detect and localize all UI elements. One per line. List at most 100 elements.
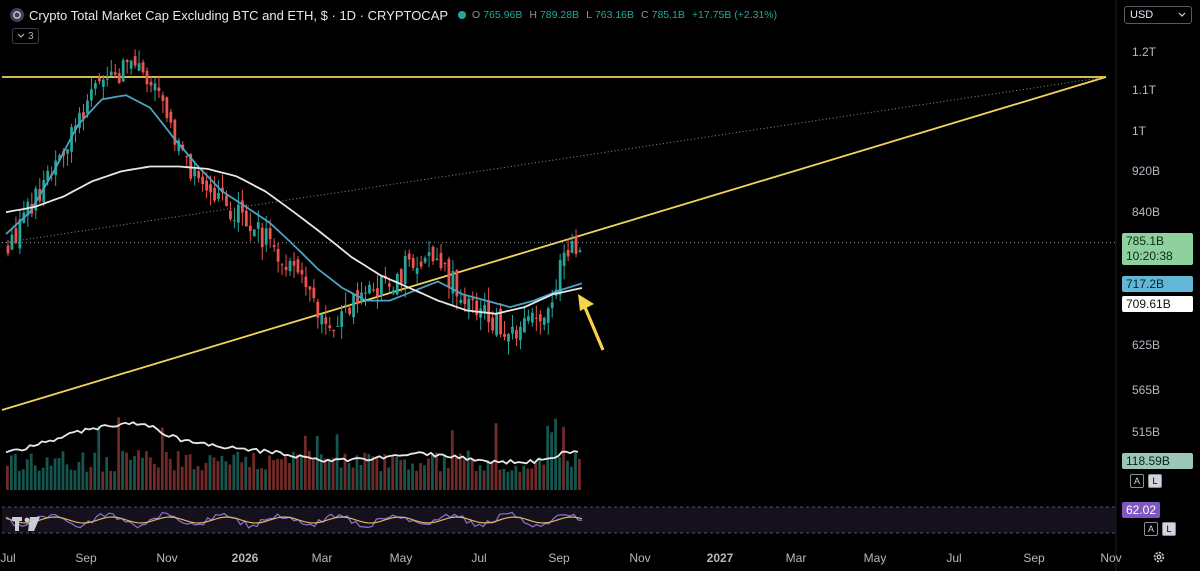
- candle-body: [145, 70, 149, 85]
- currency-select[interactable]: USD: [1124, 6, 1192, 24]
- volume-bar: [303, 435, 307, 490]
- volume-bar: [458, 453, 462, 490]
- volume-bar: [474, 470, 478, 490]
- candle-body: [507, 333, 510, 342]
- ohlc-high-value: 789.28B: [539, 9, 580, 21]
- candle-body: [296, 259, 300, 273]
- candle-body: [6, 245, 10, 254]
- last-price-tag: 785.1B 10:20:38: [1122, 233, 1193, 265]
- indicators-count: 3: [28, 30, 34, 42]
- volume-bar: [542, 464, 546, 490]
- candle-body: [42, 180, 46, 202]
- volume-bar: [256, 469, 260, 490]
- volume-bar: [196, 466, 200, 490]
- volume-bar: [498, 469, 502, 490]
- rising-support-line: [1, 76, 1107, 411]
- volume-bar: [156, 467, 160, 490]
- volume-bar: [17, 470, 21, 490]
- volume-bar: [383, 454, 387, 490]
- candle-body: [423, 257, 427, 263]
- volume-moving-average: [5, 421, 579, 465]
- volume-bar: [299, 456, 303, 490]
- candle-body: [248, 225, 252, 232]
- volume-bar: [347, 463, 351, 490]
- chart-header: Crypto Total Market Cap Excluding BTC an…: [10, 6, 781, 24]
- candle-body: [487, 300, 491, 323]
- volume-bar: [160, 427, 164, 490]
- volume-bar: [566, 460, 569, 490]
- indicators-toggle[interactable]: 3: [12, 28, 39, 44]
- rsi-log-scale-button[interactable]: L: [1162, 522, 1176, 536]
- candle-body: [300, 270, 304, 275]
- volume-bar: [264, 469, 267, 490]
- volume-bar: [490, 461, 494, 490]
- moving-averages: [5, 94, 583, 315]
- candle-body: [125, 60, 129, 63]
- candle-body: [308, 286, 312, 290]
- candle-body: [526, 316, 530, 321]
- candle-body: [165, 97, 169, 118]
- volume-bar: [276, 458, 279, 490]
- cryptocap-logo-icon: [10, 8, 24, 22]
- volume-bar: [331, 457, 335, 490]
- volume-bar: [236, 451, 240, 490]
- candle-body: [463, 295, 467, 305]
- candle-body: [471, 298, 475, 300]
- candle-body: [78, 112, 81, 128]
- candle-body: [562, 252, 566, 266]
- candle-body: [523, 318, 526, 333]
- volume-bar: [21, 469, 25, 490]
- candle-body: [66, 149, 69, 154]
- volume-bar: [494, 423, 498, 490]
- volume-bar: [407, 469, 410, 490]
- candle-body: [252, 229, 256, 237]
- candle-body: [403, 255, 407, 285]
- volume-bar: [554, 418, 557, 490]
- tradingview-logo-icon: [12, 517, 40, 531]
- candle-body: [101, 79, 105, 87]
- candle-body: [364, 292, 367, 294]
- volume-bar: [172, 470, 176, 490]
- volume-bar: [335, 434, 339, 490]
- candle-body: [542, 317, 546, 325]
- volume-bar: [220, 455, 224, 490]
- volume-bar: [478, 465, 482, 490]
- candle-body: [105, 78, 109, 80]
- volume-bar: [530, 468, 534, 490]
- volume-bar: [339, 467, 343, 490]
- candle-body: [46, 170, 50, 181]
- volume-bar: [415, 470, 418, 490]
- volume-bar: [37, 470, 41, 490]
- candle-body: [515, 330, 518, 339]
- candle-body: [173, 119, 177, 145]
- volume-bar: [403, 459, 407, 490]
- candle-body: [129, 60, 133, 69]
- volume-log-scale-button[interactable]: L: [1148, 474, 1162, 488]
- candle-body: [244, 210, 248, 227]
- chevron-down-icon: [1178, 12, 1186, 17]
- rsi-auto-scale-button[interactable]: A: [1144, 522, 1158, 536]
- volume-bar: [442, 456, 446, 490]
- candle-body: [495, 313, 498, 336]
- volume-bar: [9, 455, 13, 490]
- volume-bar: [69, 469, 73, 490]
- ma-fast-tag: 717.2B: [1122, 276, 1193, 292]
- volume-bar: [423, 465, 426, 490]
- candle-body: [566, 249, 570, 257]
- gear-icon[interactable]: [1152, 550, 1166, 564]
- symbol-title[interactable]: Crypto Total Market Cap Excluding BTC an…: [29, 7, 449, 23]
- volume-bar: [272, 459, 275, 490]
- volume-bar: [379, 471, 383, 490]
- volume-bar: [462, 459, 466, 490]
- volume-bar: [45, 457, 49, 490]
- chevron-down-icon: [17, 33, 25, 38]
- rsi-signal-line: [5, 516, 583, 524]
- volume-auto-scale-button[interactable]: A: [1130, 474, 1144, 488]
- y-tick-label: 1.2T: [1132, 45, 1157, 59]
- candle-body: [570, 241, 574, 253]
- volume-bar: [152, 464, 156, 490]
- volume-bar: [288, 463, 291, 490]
- x-tick-label: Mar: [786, 551, 807, 565]
- candle-body: [467, 298, 471, 311]
